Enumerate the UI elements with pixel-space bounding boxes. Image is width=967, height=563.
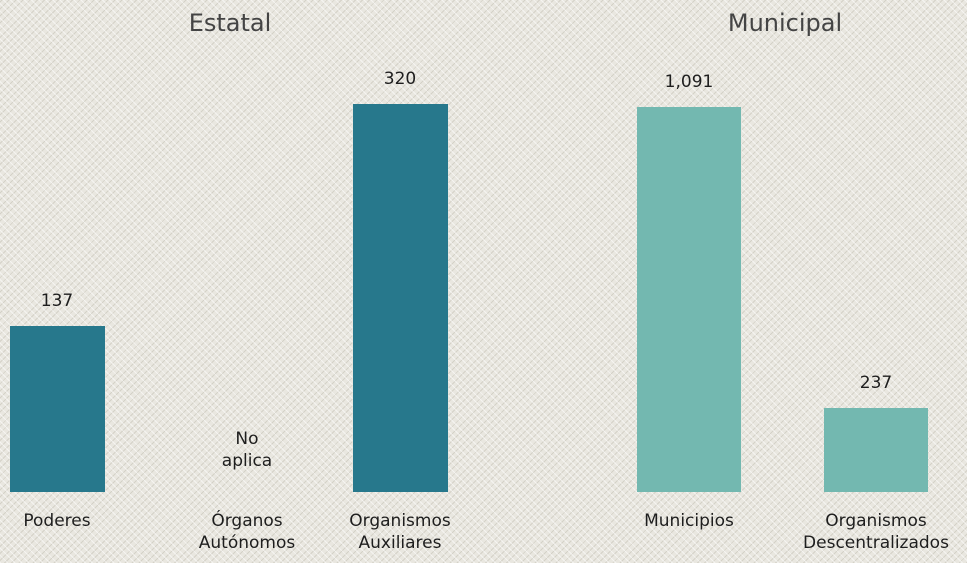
- x-tick-label: Organismos Descentralizados: [803, 511, 949, 554]
- data-label: 137: [40, 290, 74, 311]
- data-label: 320: [383, 69, 417, 89]
- data-label: 237: [859, 373, 893, 394]
- data-label: 1,091: [664, 72, 714, 93]
- annotation: No aplica: [221, 429, 273, 472]
- x-tick-label: Municipios: [644, 511, 734, 531]
- bar: [9, 325, 105, 492]
- bar: [352, 104, 448, 492]
- x-tick-label: Organismos Auxiliares: [349, 511, 451, 554]
- bar: [824, 408, 928, 492]
- x-tick-label: Poderes: [23, 511, 91, 531]
- bar: [637, 107, 741, 492]
- panel-title: Municipal: [727, 9, 843, 37]
- panel-title: Estatal: [188, 9, 272, 37]
- x-tick-label: Órganos Autónomos: [198, 511, 296, 554]
